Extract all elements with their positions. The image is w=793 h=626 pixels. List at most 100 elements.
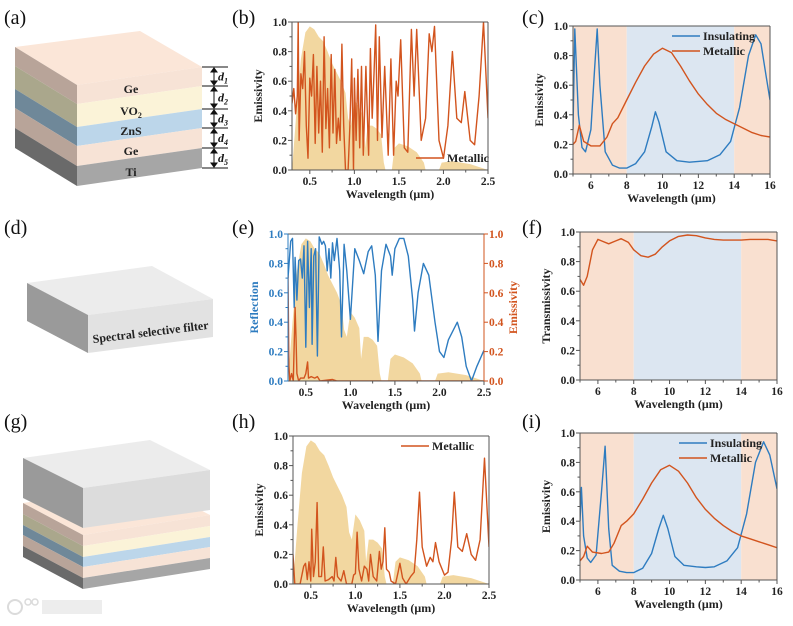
y-tick-label: 0.6 xyxy=(269,288,284,300)
x-tick-label: 12 xyxy=(700,586,712,598)
legend-label-metallic: Metallic xyxy=(432,439,475,453)
y-axis-title: Transmissivity xyxy=(539,268,553,343)
band-blue xyxy=(633,232,742,380)
y-tick-label: 1.0 xyxy=(561,428,576,440)
thickness-label-d1: d1 xyxy=(218,70,228,86)
left-face-vo2 xyxy=(15,66,77,127)
y-tick-label: 1.0 xyxy=(554,21,569,33)
series-insulating xyxy=(573,28,770,169)
x-tick-label: 16 xyxy=(764,180,776,192)
y-tick-label: 0.6 xyxy=(554,80,569,92)
y-tick-label: 0.0 xyxy=(554,169,569,181)
layer-label-vo2: VO2 xyxy=(120,104,142,120)
y-tick-label: 1.0 xyxy=(273,17,288,29)
y-tick-label: 1.0 xyxy=(274,431,289,443)
chart-f: 6 8 10 12 14 16 0.0 0.2 0.4 0.6 0.8 1.0 Wavelength (… xyxy=(539,227,783,411)
layer-label-zns: ZnS xyxy=(120,124,142,138)
y-tick-label: 0.6 xyxy=(561,487,576,499)
x-tick-label: 10 xyxy=(664,586,676,598)
layer-label-ge2: Ge xyxy=(124,144,139,158)
series-metallic xyxy=(573,47,770,147)
x-tick-label: 0.5 xyxy=(303,176,318,188)
filter-top-face xyxy=(27,266,213,315)
y-tick-label: 1.0 xyxy=(269,229,284,241)
y-tick-label: 0.2 xyxy=(269,347,284,359)
arrowhead xyxy=(210,86,218,92)
legend-label-metallic: Metallic xyxy=(703,44,746,58)
band-pink xyxy=(734,26,770,174)
arrowhead xyxy=(210,128,218,134)
y-tick-label: 0.2 xyxy=(273,135,288,147)
x-tick-label: 1.5 xyxy=(393,590,408,602)
y2-axis-title: Emissivity xyxy=(506,281,520,334)
arrowhead xyxy=(210,148,218,154)
legend-label-metallic: Metallic xyxy=(710,451,753,465)
panel-label-i: (i) xyxy=(522,411,541,433)
x-axis-title: Wavelength (μm) xyxy=(342,398,430,412)
series-transmissivity xyxy=(580,234,777,286)
front-face-ge2 xyxy=(77,128,202,166)
arrowhead xyxy=(210,122,218,128)
x-tick-label: 8 xyxy=(631,586,637,598)
thickness-label-d2: d2 xyxy=(218,91,228,107)
x-tick-label: 6 xyxy=(595,586,601,598)
charts: 0.5 1.0 1.5 2.0 2.50.00.20.40.60.81.0Wavelen… xyxy=(247,17,783,615)
x-tick-label: 1.5 xyxy=(392,176,407,188)
y-tick-label: 0.8 xyxy=(561,457,576,469)
arrowhead xyxy=(210,109,218,115)
solar-spectrum-fill xyxy=(288,238,484,381)
chart-i: 6 8 10 12 14 16 0.0 0.2 0.4 0.6 0.8 1.0 Wavelength (… xyxy=(539,428,783,611)
x-tick-label: 1.5 xyxy=(388,387,403,399)
y-axis-title: Emissivity xyxy=(251,69,265,122)
x-tick-label: 6 xyxy=(588,180,594,192)
filter-top-face xyxy=(23,440,210,488)
series-metallic xyxy=(292,22,488,170)
left-face-zns xyxy=(23,525,83,567)
x-tick-label: 2.0 xyxy=(436,176,451,188)
y-tick-label: 0.2 xyxy=(561,345,576,357)
arrowhead xyxy=(210,162,218,168)
x-tick-label: 14 xyxy=(735,386,747,398)
stack-top-face xyxy=(15,31,202,85)
left-face-ge2 xyxy=(23,535,83,578)
left-face-ge xyxy=(23,503,83,546)
thickness-markers: d1 d2 d3 d4 d5 xyxy=(202,66,228,169)
arrowhead xyxy=(210,142,218,148)
y2-tick-label: 0.0 xyxy=(489,376,504,388)
x-axis-title: Wavelength (μm) xyxy=(627,191,715,205)
left-face-ge xyxy=(15,47,77,104)
legend-label-metallic: Metallic xyxy=(447,151,490,165)
panel-label-e: (e) xyxy=(232,217,254,239)
y-tick-label: 0.8 xyxy=(273,47,288,59)
panel-label-h: (h) xyxy=(232,411,255,433)
left-face-zns xyxy=(15,89,77,146)
y-tick-label: 0.4 xyxy=(273,106,288,118)
solar-spectrum-fill xyxy=(292,26,488,170)
x-tick-label: 2.5 xyxy=(477,387,492,399)
y-axis-title: Emissivity xyxy=(252,483,266,536)
x-tick-label: 12 xyxy=(693,180,705,192)
x-tick-label: 2.5 xyxy=(481,176,496,188)
left-face-ti xyxy=(23,546,83,589)
y-tick-label: 0.6 xyxy=(273,76,288,88)
front-face-vo2 xyxy=(77,86,202,127)
series-metallic xyxy=(293,457,489,584)
arrowhead xyxy=(210,80,218,86)
front-face-ti xyxy=(83,558,210,589)
x-tick-label: 8 xyxy=(624,180,630,192)
x-tick-label: 14 xyxy=(735,586,747,598)
y-axis-title: Emissivity xyxy=(532,73,546,126)
legend-label-insulating: Insulating xyxy=(710,436,762,450)
band-pink xyxy=(580,232,634,380)
y-tick-label: 0.0 xyxy=(561,575,576,587)
panel-label-b: (b) xyxy=(232,7,255,29)
front-face-ge2 xyxy=(83,547,210,578)
legend: Metallic xyxy=(401,439,475,453)
front-face-vo2 xyxy=(83,526,210,557)
x-tick-label: 2.5 xyxy=(482,590,497,602)
left-face-ti xyxy=(15,128,77,186)
